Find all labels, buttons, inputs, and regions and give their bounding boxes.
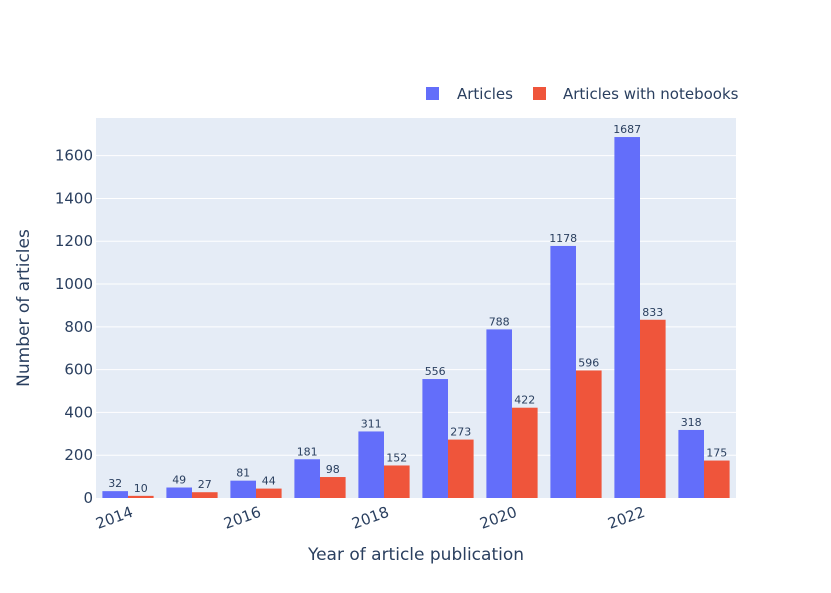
data-label-articles-2020: 788 xyxy=(489,315,510,328)
data-label-articles-with-notebooks-2023: 175 xyxy=(706,447,727,460)
bar-articles-2017[interactable] xyxy=(294,459,320,498)
y-tick-label: 0 xyxy=(83,489,93,507)
y-tick-label: 1200 xyxy=(55,232,93,250)
legend-label-articles[interactable]: Articles xyxy=(457,85,513,103)
x-tick-label: 2014 xyxy=(93,503,135,533)
y-tick-label: 600 xyxy=(64,361,93,379)
data-label-articles-2014: 32 xyxy=(108,477,122,490)
x-tick-label: 2020 xyxy=(477,503,519,533)
y-axis-ticks: 0 200 400 600 800 1000 1200 1400 1600 xyxy=(55,147,93,507)
x-tick-label: 2022 xyxy=(605,503,647,533)
data-label-articles-2016: 81 xyxy=(236,467,250,480)
x-axis-title: Year of article publication xyxy=(307,545,524,565)
data-label-articles-with-notebooks-2021: 596 xyxy=(578,356,599,369)
data-label-articles-with-notebooks-2019: 273 xyxy=(450,426,471,439)
data-labels: 32 49 81 181 311 556 788 1178 1687 318 10 27 44 98 152… xyxy=(108,123,727,495)
y-tick-label: 400 xyxy=(64,403,93,421)
data-label-articles-with-notebooks-2016: 44 xyxy=(262,475,276,488)
bar-articles-with-notebooks-2016[interactable] xyxy=(256,488,282,498)
y-axis-title: Number of articles xyxy=(14,229,34,387)
bar-articles-with-notebooks-2018[interactable] xyxy=(384,465,410,498)
bar-articles-2023[interactable] xyxy=(678,429,704,498)
y-tick-label: 1400 xyxy=(55,189,93,207)
legend-swatch-articles[interactable] xyxy=(426,87,439,100)
bar-articles-2021[interactable] xyxy=(550,245,576,498)
data-label-articles-with-notebooks-2018: 152 xyxy=(386,451,407,464)
bar-articles-with-notebooks-2019[interactable] xyxy=(448,439,474,498)
bar-articles-with-notebooks-2023[interactable] xyxy=(704,460,730,498)
bar-articles-2014[interactable] xyxy=(102,491,128,498)
y-tick-label: 1600 xyxy=(55,147,93,165)
bar-articles-with-notebooks-2021[interactable] xyxy=(576,370,602,498)
data-label-articles-2022: 1687 xyxy=(613,123,641,136)
legend-label-articles-with-notebooks[interactable]: Articles with notebooks xyxy=(563,85,739,103)
bar-articles-2015[interactable] xyxy=(166,487,192,498)
bar-articles-2016[interactable] xyxy=(230,480,256,498)
data-label-articles-with-notebooks-2015: 27 xyxy=(198,478,212,491)
data-label-articles-with-notebooks-2022: 833 xyxy=(642,306,663,319)
data-label-articles-with-notebooks-2017: 98 xyxy=(326,463,340,476)
bars xyxy=(102,137,730,498)
y-tick-label: 200 xyxy=(64,446,93,464)
data-label-articles-2017: 181 xyxy=(297,445,318,458)
x-tick-label: 2018 xyxy=(349,503,391,533)
legend[interactable]: Articles Articles with notebooks xyxy=(426,85,739,103)
bar-articles-2022[interactable] xyxy=(614,137,640,498)
bar-articles-with-notebooks-2014[interactable] xyxy=(128,495,154,498)
y-tick-label: 800 xyxy=(64,318,93,336)
data-label-articles-with-notebooks-2014: 10 xyxy=(134,482,148,495)
y-tick-label: 1000 xyxy=(55,275,93,293)
data-label-articles-2019: 556 xyxy=(425,365,446,378)
data-label-articles-2023: 318 xyxy=(681,416,702,429)
bar-articles-with-notebooks-2022[interactable] xyxy=(640,319,666,498)
data-label-articles-2018: 311 xyxy=(361,417,382,430)
bar-articles-2019[interactable] xyxy=(422,379,448,498)
legend-swatch-articles-with-notebooks[interactable] xyxy=(533,87,546,100)
bar-articles-2020[interactable] xyxy=(486,329,512,498)
data-label-articles-with-notebooks-2020: 422 xyxy=(514,394,535,407)
x-axis-ticks: 2014 2016 2018 2020 2022 xyxy=(93,503,647,533)
bar-articles-with-notebooks-2020[interactable] xyxy=(512,407,538,498)
data-label-articles-2015: 49 xyxy=(172,474,186,487)
bar-articles-2018[interactable] xyxy=(358,431,384,498)
bar-articles-with-notebooks-2017[interactable] xyxy=(320,477,346,498)
data-label-articles-2021: 1178 xyxy=(549,232,577,245)
bar-articles-with-notebooks-2015[interactable] xyxy=(192,492,218,498)
x-tick-label: 2016 xyxy=(221,503,263,533)
